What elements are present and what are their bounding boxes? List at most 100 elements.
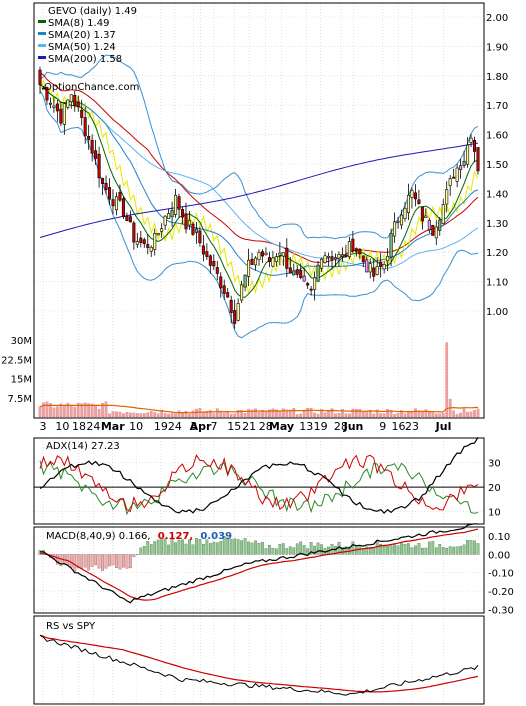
x-tick-label: 3	[40, 420, 47, 433]
adx-y-axis: 30 20 10	[488, 459, 501, 519]
macd-histogram-bar	[208, 543, 212, 555]
macd-histogram-bar	[250, 542, 254, 555]
legend-swatch	[38, 32, 46, 35]
volume-bar	[156, 413, 160, 418]
candle-body	[233, 310, 237, 324]
x-tick-label: 24	[168, 420, 182, 433]
volume-bar	[334, 413, 337, 418]
macd-histogram-bar	[434, 547, 438, 555]
volume-bar	[250, 409, 254, 418]
candle-body	[455, 167, 459, 182]
candle-body	[372, 267, 376, 277]
candle-body	[323, 255, 327, 263]
macd-histogram-bar	[275, 548, 278, 555]
macd-lines	[39, 523, 479, 604]
sma20-line	[39, 84, 479, 276]
macd-histogram-bar	[271, 548, 275, 555]
volume-bar	[278, 411, 282, 418]
macd-histogram-bar	[421, 547, 424, 555]
volume-bar	[361, 411, 365, 418]
price-y-tick-label: 1.90	[486, 42, 508, 53]
volume-bar	[122, 413, 125, 418]
volume-bar	[118, 411, 122, 418]
candle-body	[476, 147, 480, 172]
legend-label: SMA(200) 1.58	[48, 54, 122, 65]
macd-histogram-bar	[87, 554, 91, 571]
candle-body	[309, 288, 313, 291]
candle-body	[417, 199, 421, 204]
candle-body	[222, 285, 226, 294]
volume-bar	[292, 408, 296, 418]
candle-body	[226, 292, 230, 298]
candle-body	[379, 261, 383, 267]
x-tick-label: Jul	[435, 420, 452, 433]
rs-panel-frame	[33, 615, 485, 705]
volume-bar	[281, 408, 285, 418]
macd-histogram-bar	[476, 543, 480, 555]
candle-body	[229, 299, 233, 313]
volume-bar	[424, 409, 428, 418]
x-tick-label: 3	[190, 420, 197, 433]
volume-bar	[295, 414, 299, 418]
macd-histogram-bar	[316, 542, 320, 555]
adx-label: ADX(14) 27.23	[46, 441, 120, 452]
candle-body	[254, 257, 258, 266]
x-tick-label: 28	[259, 420, 273, 433]
x-tick-label: 28	[334, 420, 348, 433]
macd-histogram-bar	[108, 554, 111, 567]
candle-body	[236, 303, 240, 321]
macd-histogram-bar	[215, 542, 219, 555]
candle-body	[285, 247, 289, 269]
adx-line	[39, 436, 479, 514]
adx-lines	[39, 436, 479, 516]
adx-y-tick-label: 30	[488, 459, 501, 470]
candle-body	[420, 206, 424, 222]
candle-body	[459, 165, 463, 170]
volume-bar	[372, 413, 376, 418]
volume-bar	[351, 408, 355, 418]
candle-body	[292, 270, 296, 276]
volume-bar	[229, 413, 233, 418]
x-tick-label: 23	[405, 420, 419, 433]
macd-histogram-bar	[292, 547, 296, 555]
macd-histogram-bar	[365, 546, 369, 555]
price-y-tick-label: 1.10	[486, 278, 508, 289]
rs-average-line	[39, 634, 479, 693]
candle-body	[299, 270, 303, 278]
volume-bar	[90, 403, 94, 418]
candle-body	[80, 109, 84, 118]
volume-bar	[466, 411, 469, 418]
candle-body	[400, 214, 404, 226]
macd-y-tick-label: 0.10	[488, 532, 510, 543]
volume-bar	[101, 403, 104, 418]
macd-histogram-bar	[212, 541, 216, 555]
volume-bar	[184, 411, 188, 418]
volume-bar	[452, 410, 456, 418]
candle-body	[135, 241, 139, 245]
volume-bar	[379, 413, 383, 418]
candle-body	[194, 228, 198, 233]
candle-body	[393, 221, 397, 237]
volume-bar	[129, 412, 132, 418]
volume-bar	[97, 408, 101, 418]
macd-histogram-bar	[66, 554, 70, 565]
candle-body	[45, 87, 49, 101]
candle-body	[205, 251, 209, 257]
macd-histogram-bar	[393, 544, 396, 555]
adx-y-tick-label: 20	[488, 483, 501, 494]
candle-body	[94, 150, 98, 159]
macd-histogram-bar	[466, 540, 469, 555]
volume-bar	[403, 413, 407, 418]
macd-histogram-bar	[56, 554, 59, 565]
candle-body	[386, 255, 390, 262]
macd-histogram-bar	[459, 545, 462, 555]
macd-histogram-bar	[386, 545, 389, 555]
candle-body	[38, 69, 42, 86]
sma8-line	[39, 84, 479, 298]
volume-bar	[76, 402, 80, 418]
candle-body	[97, 153, 101, 179]
macd-histogram-bar	[205, 539, 209, 555]
candle-body	[55, 103, 59, 112]
volume-bar	[115, 411, 118, 418]
macd-y-tick-label: -0.20	[488, 587, 514, 598]
